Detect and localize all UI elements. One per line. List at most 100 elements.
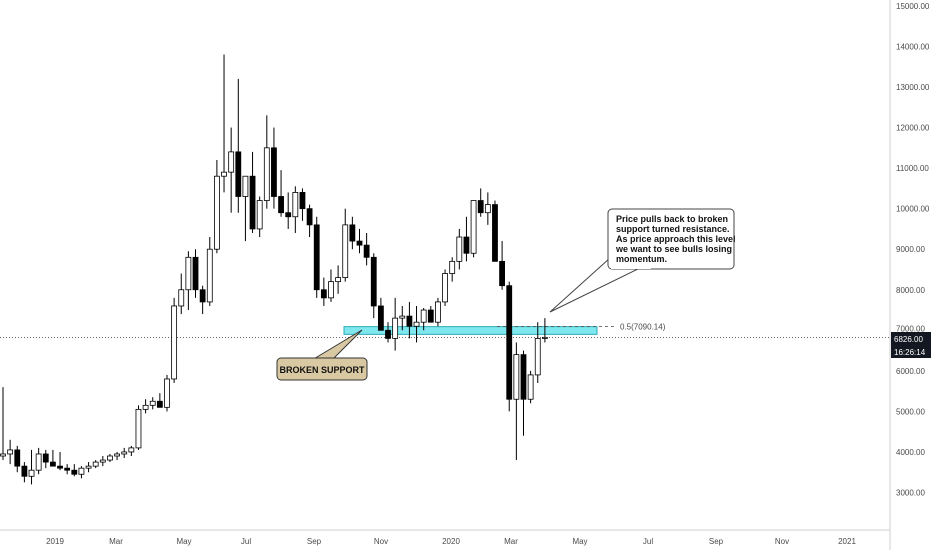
candle-body-bullish <box>342 224 349 278</box>
candle-body-bullish <box>35 453 42 471</box>
candle-body-bearish <box>192 256 199 291</box>
candle-body-bearish <box>71 469 78 475</box>
candle-body-bearish <box>278 196 284 214</box>
candle-body-bullish <box>107 455 113 461</box>
candle-body-bullish <box>328 281 334 299</box>
candle-body-bullish <box>256 200 263 230</box>
candle-body-bearish <box>320 289 327 299</box>
candle-body-bullish <box>456 236 463 262</box>
candle-body-bearish <box>463 236 470 254</box>
x-tick-label: Mar <box>109 537 123 546</box>
candle-body-bullish <box>206 248 213 303</box>
candle-body-bearish <box>427 309 434 323</box>
broken-support-text: BROKEN SUPPORT <box>279 365 365 375</box>
x-tick-label: Mar <box>504 537 518 546</box>
x-tick-label: Jul <box>241 537 251 546</box>
candle-body-bearish <box>506 285 513 400</box>
y-axis-ticks: 3000.00 4000.00 5000.00 6000.00 8000.00 9000.… <box>896 2 930 498</box>
candle-body-bullish <box>7 449 14 455</box>
callout-line-4: we want to see bulls losing <box>615 244 732 254</box>
callout-box <box>607 208 735 270</box>
candle-body-bearish <box>363 244 370 258</box>
candle-body-bullish <box>435 301 441 323</box>
candle-body-bullish <box>85 465 92 469</box>
candle-body-bullish <box>335 277 342 283</box>
candle-body-bullish <box>541 336 548 339</box>
y-tick-label: 14000.00 <box>896 42 930 51</box>
x-tick-label: Sep <box>709 537 724 546</box>
candle-body-bullish <box>185 256 192 291</box>
current-price-badge <box>891 332 931 345</box>
candle-body-bearish <box>385 329 391 339</box>
broken-support-zone <box>343 326 598 335</box>
candle-body-bullish <box>114 453 120 457</box>
candle-body-bullish <box>242 175 249 197</box>
callout-line-5: momentum. <box>616 254 667 264</box>
x-tick-label: 2019 <box>46 537 64 546</box>
x-tick-label: Jul <box>643 537 653 546</box>
y-tick-label: 10000.00 <box>896 205 930 214</box>
countdown-value: 16:26:14 <box>894 348 926 357</box>
candle-body-bullish <box>142 404 149 410</box>
callout-line-1: Price pulls back to broken <box>616 214 728 224</box>
x-tick-label: 2020 <box>442 537 460 546</box>
candle-body-bullish <box>121 451 128 455</box>
callout-line-2: support turned resistance. <box>616 224 730 234</box>
candle-body-bullish <box>470 200 477 254</box>
x-tick-label: May <box>176 537 191 546</box>
candle-body-bullish <box>171 305 178 380</box>
candle-body-bullish <box>228 151 235 173</box>
x-tick-label: Nov <box>374 537 388 546</box>
x-tick-label: Sep <box>307 537 322 546</box>
candle-body-bullish <box>78 467 85 475</box>
y-tick-label: 9000.00 <box>896 245 925 254</box>
candle-body-bearish <box>57 465 63 469</box>
candle-body-bearish <box>520 354 527 400</box>
candle-body-bearish <box>370 256 377 307</box>
candle-body-bearish <box>21 465 28 477</box>
y-tick-label: 4000.00 <box>896 448 925 457</box>
current-price-value: 6826.00 <box>894 335 923 344</box>
candle-body-bearish <box>156 400 163 408</box>
candle-body-bearish <box>349 224 356 242</box>
callout-pointer-mask <box>611 262 651 269</box>
candle-body-bearish <box>499 260 506 287</box>
candle-body-bullish <box>149 400 156 406</box>
candle-body-bullish <box>399 315 406 319</box>
y-tick-label: 12000.00 <box>896 124 930 133</box>
y-tick-label: 7000.00 <box>896 324 925 333</box>
candle-body-bullish <box>263 147 270 201</box>
x-axis-ticks: 2019 Mar May Jul Sep Nov 2020 Mar May Jul Sep Nov 20… <box>46 537 856 546</box>
candle-body-bearish <box>356 240 363 246</box>
candle-body-bearish <box>299 192 306 210</box>
broken-support-box <box>276 357 368 381</box>
candle-body-bullish <box>513 354 520 400</box>
y-tick-label: 3000.00 <box>896 489 925 498</box>
candle-body-bearish <box>377 305 384 331</box>
candle-body-bullish <box>164 378 170 408</box>
candle-body-bearish <box>285 212 292 218</box>
candle-body-bearish <box>199 289 206 303</box>
candle-body-bearish <box>313 224 320 291</box>
candle-body-bullish <box>449 260 456 274</box>
candle-body-bullish <box>213 175 220 250</box>
fib-level-label: 0.5(7090.14) <box>620 323 666 332</box>
candle-body-bullish <box>128 447 135 453</box>
x-tick-label: 2021 <box>838 537 856 546</box>
candle-body-bearish <box>406 315 413 327</box>
candle-body-bearish <box>64 467 71 471</box>
candle-body-bearish <box>42 453 49 463</box>
y-tick-label: 11000.00 <box>896 164 929 173</box>
callout-line-3: As price approach this level <box>616 234 736 244</box>
candle-body-bullish <box>484 204 491 214</box>
candle-body-bullish <box>442 273 448 303</box>
candles-group <box>0 54 548 485</box>
candle-body-bullish <box>392 317 399 339</box>
candle-body-bullish <box>292 192 299 218</box>
candle-body-bullish <box>28 469 35 477</box>
candle-body-bullish <box>99 459 106 463</box>
candle-body-bullish <box>92 461 99 467</box>
candle-body-bearish <box>14 449 21 467</box>
